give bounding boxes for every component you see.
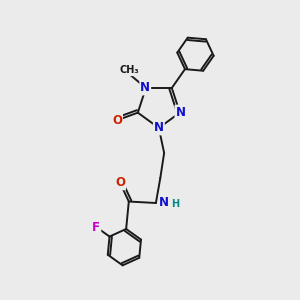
- Text: H: H: [171, 200, 179, 209]
- Text: N: N: [140, 82, 150, 94]
- Text: F: F: [92, 220, 100, 234]
- Text: N: N: [159, 196, 169, 209]
- Text: CH₃: CH₃: [120, 65, 139, 75]
- Text: O: O: [115, 176, 125, 189]
- Text: O: O: [112, 114, 122, 127]
- Text: N: N: [176, 106, 185, 118]
- Text: N: N: [154, 122, 164, 134]
